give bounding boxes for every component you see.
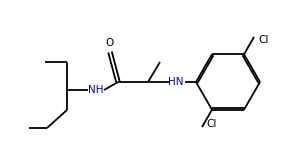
Text: Cl: Cl: [258, 35, 268, 45]
Text: HN: HN: [168, 77, 184, 87]
Text: Cl: Cl: [206, 119, 216, 129]
Text: NH: NH: [88, 85, 104, 95]
Text: O: O: [105, 38, 113, 48]
